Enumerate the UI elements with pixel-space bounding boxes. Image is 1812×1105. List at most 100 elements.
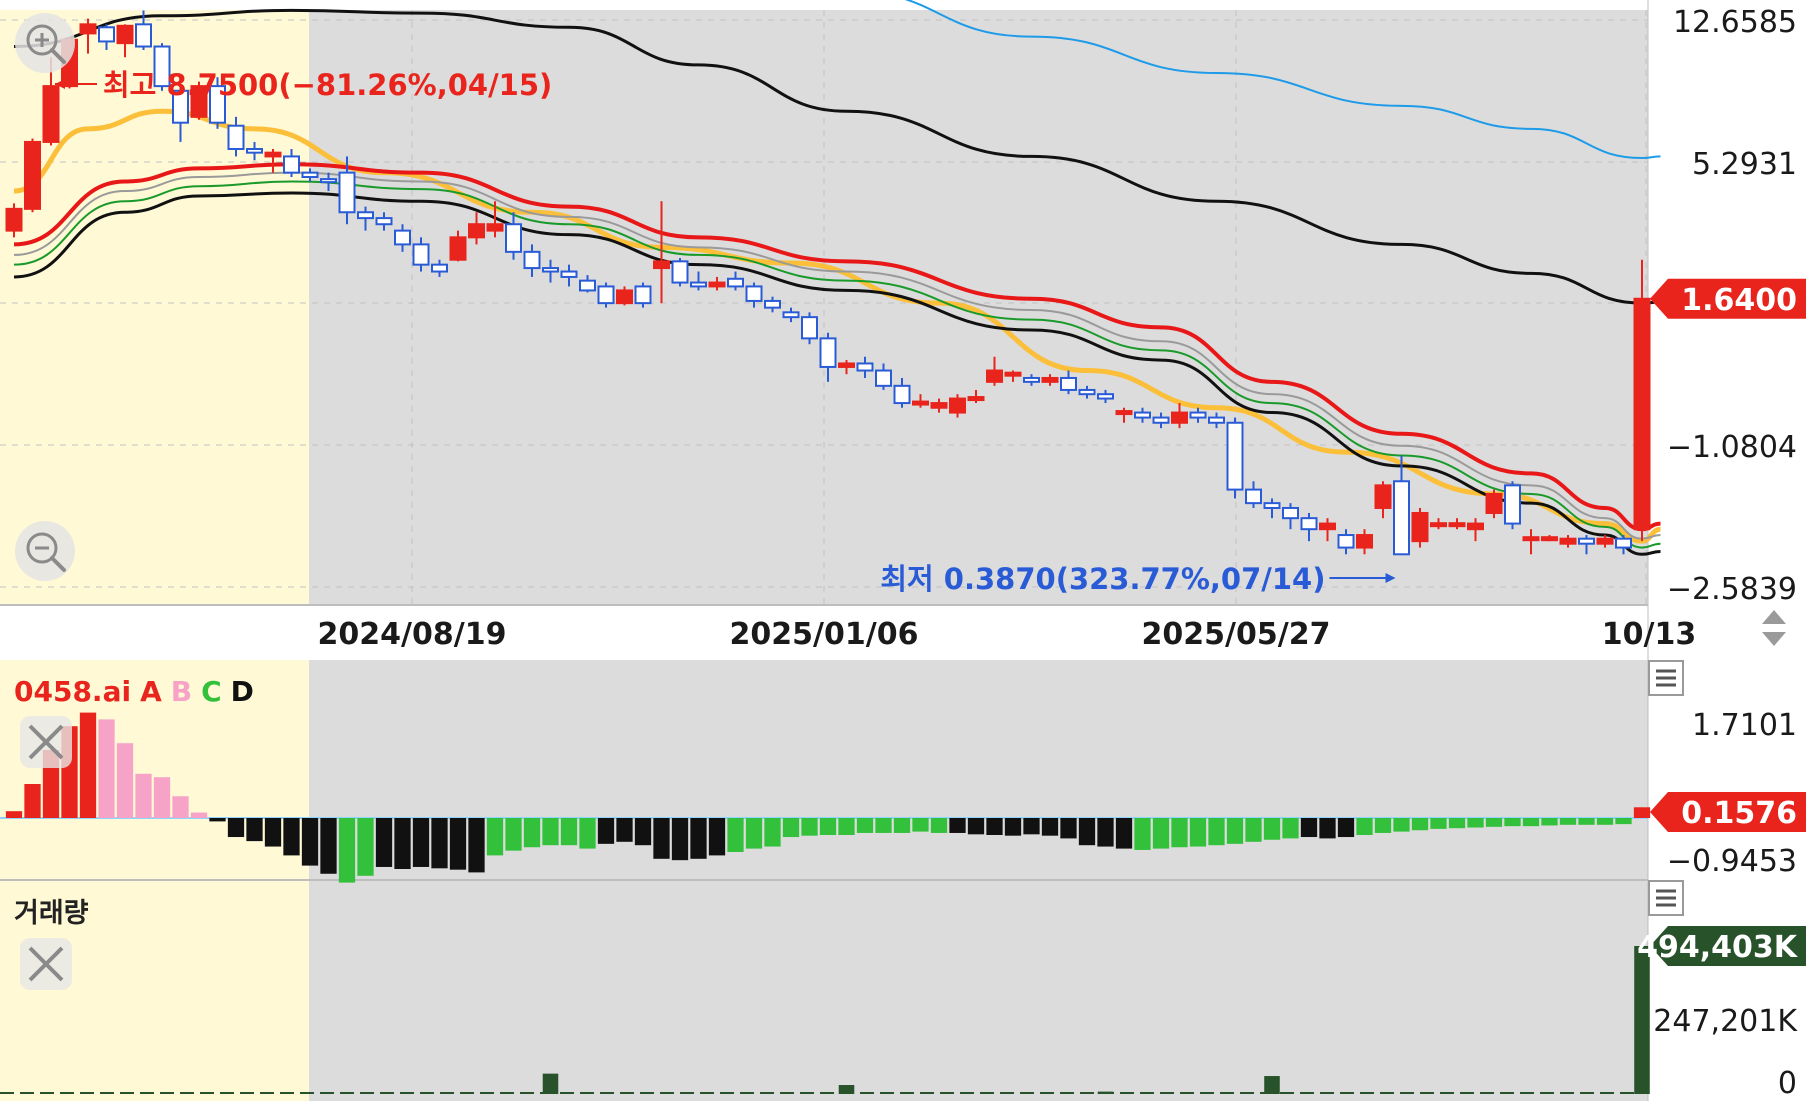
candle (135, 10, 152, 51)
candle-body (893, 384, 911, 405)
candle-body (1596, 537, 1614, 545)
candle-body (431, 263, 448, 273)
candle (782, 307, 800, 323)
candle-body (1578, 537, 1595, 545)
candle-body (486, 223, 504, 232)
oscillator-bar (801, 818, 818, 836)
candle-body (357, 211, 374, 220)
candle (412, 237, 430, 272)
candle-body (412, 243, 430, 266)
candle-body (24, 140, 41, 210)
oscillator-bar (1393, 818, 1410, 832)
candle-body (1633, 297, 1651, 531)
candle-body (190, 85, 208, 118)
volume-tick-label: 247,201K (1653, 1004, 1798, 1039)
oscillator-bar (190, 812, 208, 818)
candle-body (1060, 376, 1077, 391)
oscillator-bar (79, 712, 97, 818)
candle-body (579, 279, 596, 292)
zoom-in-button[interactable] (14, 12, 76, 74)
oscillator-bar (153, 777, 171, 818)
oscillator-bar (893, 818, 911, 833)
candle (486, 201, 504, 238)
candle-body (1041, 376, 1059, 383)
scroll-updown-button[interactable] (1754, 606, 1794, 650)
candle-body (671, 260, 689, 284)
candle (283, 148, 300, 178)
candle (1060, 370, 1077, 395)
oscillator-tick-label: −0.9453 (1667, 844, 1797, 879)
candle-body (782, 311, 800, 319)
candle-body (745, 285, 763, 302)
candle (1356, 529, 1373, 555)
candle-body (542, 267, 559, 273)
candle (1134, 407, 1151, 423)
oscillator-bar (1522, 818, 1540, 827)
volume-menu-button[interactable] (1648, 880, 1684, 916)
candle (1374, 481, 1392, 519)
oscillator-bar (819, 818, 837, 835)
candle-body (1467, 522, 1484, 531)
candle-body (1226, 421, 1244, 491)
candle (505, 212, 522, 260)
candle (949, 394, 966, 418)
oscillator-bar (1337, 818, 1355, 838)
candle-body (153, 45, 171, 88)
candle-body (1171, 411, 1188, 424)
close-volume-button[interactable] (20, 938, 72, 990)
volume-tick-label: 0 (1778, 1066, 1797, 1101)
candle (301, 168, 319, 182)
oscillator-bar (1356, 818, 1373, 835)
candle (690, 271, 707, 291)
candle-body (523, 250, 541, 270)
volume-bar (542, 1073, 559, 1094)
oscillator-bar (949, 818, 966, 833)
volume-highlight-region (0, 880, 309, 1101)
candle (79, 18, 97, 54)
candle (671, 258, 689, 287)
close-oscillator-button[interactable] (20, 716, 72, 768)
candle-body (1300, 517, 1318, 531)
candle (764, 296, 781, 313)
candle-body (1337, 534, 1355, 549)
candle-body (98, 26, 115, 43)
candle (1078, 385, 1096, 399)
oscillator-bar (1263, 818, 1281, 840)
candle (1411, 507, 1429, 548)
candle (153, 43, 171, 91)
zoom-out-button[interactable] (14, 520, 76, 582)
high-annotation-arrowhead (55, 79, 65, 89)
candle (5, 203, 23, 238)
menu-icon (1648, 880, 1684, 916)
candle (1319, 518, 1336, 542)
oscillator-bar (357, 818, 374, 876)
candle (1615, 535, 1632, 555)
candle (1596, 535, 1614, 548)
oscillator-bar (172, 796, 189, 818)
oscillator-bar (394, 818, 411, 869)
candle (856, 356, 874, 378)
moving-average-line (13, 8, 1661, 305)
oscillator-bar (24, 784, 41, 818)
current-price-label: 1.6400 (1681, 283, 1797, 318)
candle (801, 312, 818, 345)
candle (1171, 403, 1188, 429)
candle (338, 156, 356, 225)
oscillator-bar (745, 818, 763, 849)
oscillator-bar (1448, 818, 1466, 829)
candle-body (375, 217, 393, 226)
candle (190, 81, 208, 120)
candle (1467, 518, 1484, 542)
candle-body (1245, 488, 1262, 505)
oscillator-menu-button[interactable] (1648, 660, 1684, 696)
oscillator-bar (449, 818, 467, 870)
oscillator-bar (1134, 818, 1151, 850)
candle (98, 24, 115, 51)
candle (912, 394, 929, 408)
candle-body (967, 396, 985, 402)
oscillator-bar (468, 818, 485, 873)
candle-body (1097, 393, 1114, 400)
oscillator-bar (1060, 818, 1077, 839)
date-tick-label: 2025/01/06 (730, 617, 919, 652)
